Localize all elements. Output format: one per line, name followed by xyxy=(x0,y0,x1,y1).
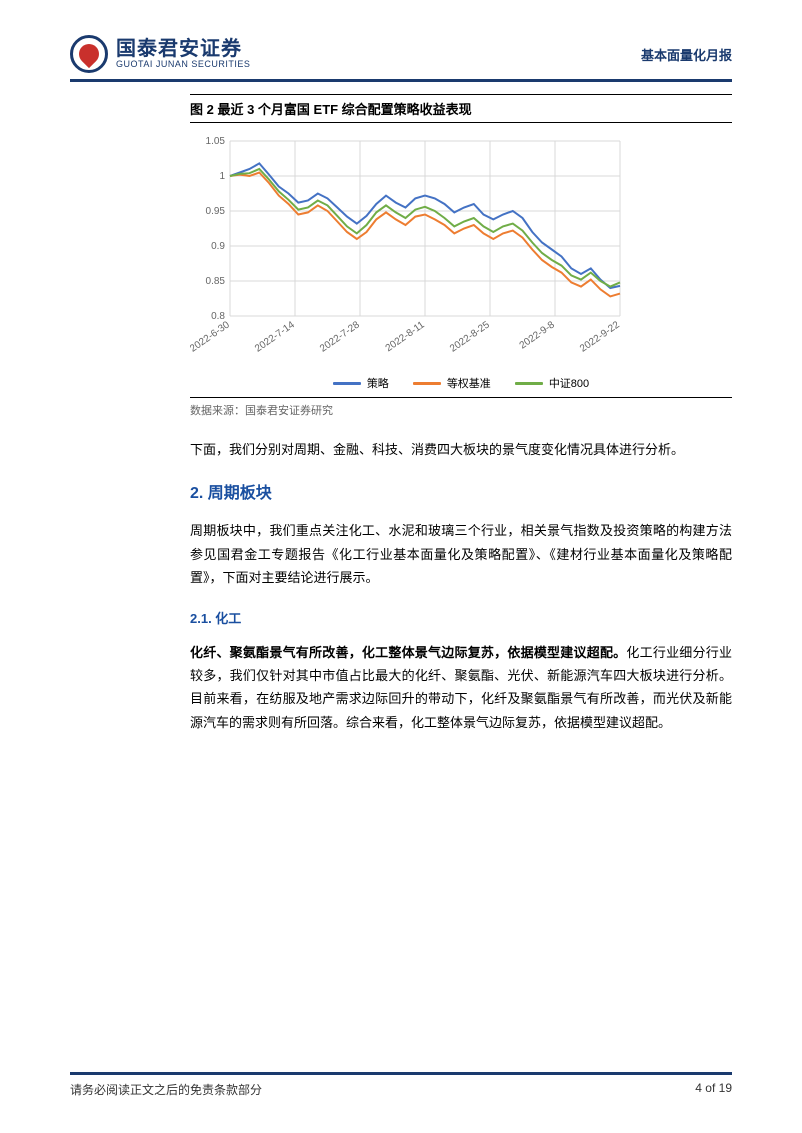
svg-text:2022-8-25: 2022-8-25 xyxy=(448,319,492,354)
svg-text:2022-9-22: 2022-9-22 xyxy=(578,319,622,354)
chart-legend: 策略 等权基准 中证800 xyxy=(190,375,732,391)
svg-text:1.05: 1.05 xyxy=(206,136,226,147)
svg-text:0.9: 0.9 xyxy=(211,241,225,252)
logo-cn: 国泰君安证券 xyxy=(116,38,250,60)
footer-disclaimer: 请务必阅读正文之后的免责条款部分 xyxy=(70,1081,262,1098)
para3-bold: 化纤、聚氨酯景气有所改善，化工整体景气边际复苏，依据模型建议超配。 xyxy=(190,645,626,660)
legend-label: 策略 xyxy=(367,375,389,391)
figure-title: 图 2 最近 3 个月富国 ETF 综合配置策略收益表现 xyxy=(190,94,732,123)
legend-label: 等权基准 xyxy=(447,375,491,391)
footer-page-number: 4 of 19 xyxy=(695,1081,732,1098)
svg-text:1: 1 xyxy=(219,171,225,182)
line-chart: 0.80.850.90.9511.052022-6-302022-7-14202… xyxy=(190,131,630,371)
legend-label: 中证800 xyxy=(549,375,589,391)
svg-text:0.85: 0.85 xyxy=(206,276,226,287)
legend-item: 中证800 xyxy=(515,375,589,391)
svg-text:0.95: 0.95 xyxy=(206,206,226,217)
legend-swatch xyxy=(413,382,441,385)
paragraph-cycle: 周期板块中，我们重点关注化工、水泥和玻璃三个行业，相关景气指数及投资策略的构建方… xyxy=(190,519,732,589)
legend-item: 等权基准 xyxy=(413,375,491,391)
logo-block: 国泰君安证券 GUOTAI JUNAN SECURITIES xyxy=(70,35,250,73)
legend-swatch xyxy=(515,382,543,385)
svg-text:2022-7-14: 2022-7-14 xyxy=(253,319,297,354)
section-heading-2: 2. 周期板块 xyxy=(190,479,732,503)
svg-text:2022-6-30: 2022-6-30 xyxy=(190,319,232,354)
page-header: 国泰君安证券 GUOTAI JUNAN SECURITIES 基本面量化月报 xyxy=(70,35,732,82)
svg-text:2022-7-28: 2022-7-28 xyxy=(318,319,362,354)
svg-text:2022-8-11: 2022-8-11 xyxy=(384,319,427,354)
paragraph-intro: 下面，我们分别对周期、金融、科技、消费四大板块的景气度变化情况具体进行分析。 xyxy=(190,438,732,461)
logo-en: GUOTAI JUNAN SECURITIES xyxy=(116,60,250,70)
figure-source: 数据来源：国泰君安证券研究 xyxy=(190,397,732,418)
company-logo-icon xyxy=(70,35,108,73)
logo-text: 国泰君安证券 GUOTAI JUNAN SECURITIES xyxy=(116,38,250,70)
header-report-type: 基本面量化月报 xyxy=(641,45,732,64)
main-content: 图 2 最近 3 个月富国 ETF 综合配置策略收益表现 0.80.850.90… xyxy=(70,94,732,734)
subsection-heading-2-1: 2.1. 化工 xyxy=(190,608,732,627)
legend-item: 策略 xyxy=(333,375,389,391)
legend-swatch xyxy=(333,382,361,385)
svg-text:2022-9-8: 2022-9-8 xyxy=(518,319,557,351)
chart-svg: 0.80.850.90.9511.052022-6-302022-7-14202… xyxy=(190,131,630,371)
page-footer: 请务必阅读正文之后的免责条款部分 4 of 19 xyxy=(70,1072,732,1098)
paragraph-chemical: 化纤、聚氨酯景气有所改善，化工整体景气边际复苏，依据模型建议超配。化工行业细分行… xyxy=(190,641,732,735)
